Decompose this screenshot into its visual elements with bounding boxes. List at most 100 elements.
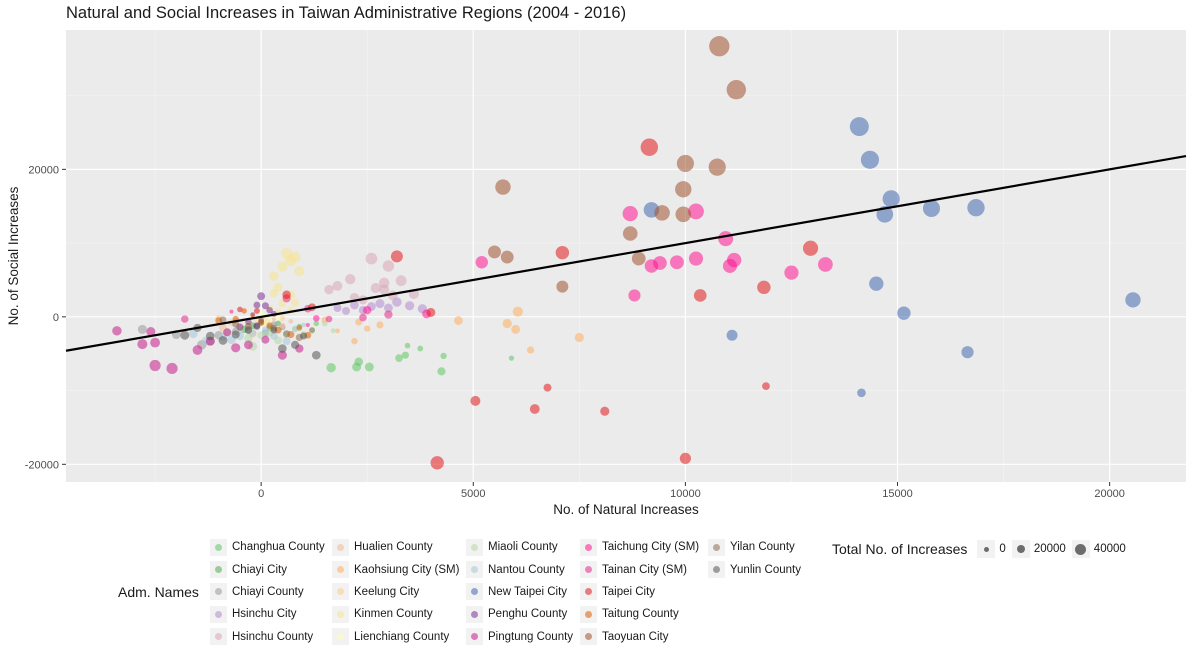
data-point	[897, 306, 911, 320]
data-point	[345, 274, 356, 285]
legend-key	[580, 628, 597, 646]
legend-label: Lienchiang County	[354, 630, 450, 643]
legend-key	[210, 628, 227, 646]
data-point	[622, 205, 638, 222]
data-point	[289, 251, 301, 263]
data-point	[270, 326, 278, 334]
chart-title: Natural and Social Increases in Taiwan A…	[66, 4, 627, 22]
legend-item: Changhua County	[210, 536, 325, 558]
legend-key	[210, 538, 227, 556]
y-axis-label: No. of Social Increases	[6, 186, 21, 325]
data-point	[279, 315, 286, 321]
size-legend-dot	[1016, 545, 1025, 553]
data-point	[363, 306, 372, 315]
data-point	[237, 306, 243, 313]
data-point	[640, 138, 659, 156]
data-point	[395, 354, 403, 362]
legend-key	[466, 538, 483, 556]
data-point	[244, 326, 253, 334]
data-point	[288, 318, 294, 324]
data-point	[269, 289, 279, 298]
data-point	[330, 328, 336, 334]
legend-dot	[337, 566, 344, 574]
legend-dot	[337, 543, 344, 551]
size-legend-items: 0 20000 40000	[977, 540, 1131, 558]
legend-item: Taichung City (SM)	[580, 536, 699, 558]
legend-label: Pingtung County	[488, 630, 574, 643]
data-point	[250, 313, 255, 318]
legend-dot	[215, 610, 222, 618]
data-point	[818, 257, 833, 272]
data-point	[653, 256, 667, 270]
legend-key	[332, 583, 349, 601]
legend-dot	[471, 610, 478, 618]
data-point	[219, 316, 227, 324]
legend-key	[708, 561, 725, 579]
data-point	[437, 367, 446, 376]
legend-dot	[585, 588, 592, 596]
legend-item: Kinmen County	[332, 603, 459, 625]
data-point	[364, 362, 374, 372]
legend-label: Hsinchu City	[232, 608, 297, 621]
data-point	[370, 283, 381, 294]
data-point	[631, 251, 646, 266]
legend-column: Yilan County Yunlin County	[708, 536, 801, 581]
data-point	[654, 205, 670, 221]
data-point	[488, 245, 501, 259]
legend-item: Pingtung County	[466, 626, 573, 648]
data-point	[311, 350, 321, 360]
data-point	[332, 280, 343, 291]
data-point	[395, 275, 407, 287]
legend-key	[332, 628, 349, 646]
legend-key	[332, 605, 349, 623]
data-point	[269, 271, 279, 282]
data-point	[205, 331, 215, 341]
data-point	[383, 303, 393, 313]
data-point	[305, 322, 310, 327]
x-axis-label: No. of Natural Increases	[553, 502, 699, 517]
data-point	[390, 250, 403, 263]
y-tick-label: -20000	[25, 459, 59, 471]
legend-key	[466, 605, 483, 623]
size-legend-item: 0	[977, 540, 1006, 558]
legend-label: Penghu County	[488, 608, 568, 621]
data-point	[112, 326, 122, 336]
legend-item: Miaoli County	[466, 536, 573, 558]
legend-key	[332, 538, 349, 556]
data-point	[757, 280, 771, 295]
data-point	[244, 340, 253, 350]
legend-label: Kinmen County	[354, 608, 433, 621]
data-point	[365, 252, 378, 265]
legend-dot	[471, 566, 478, 574]
data-point	[229, 309, 234, 314]
legend-dot	[585, 543, 592, 551]
data-point	[404, 342, 411, 349]
data-point	[718, 231, 734, 247]
data-point	[149, 359, 161, 372]
data-point	[231, 330, 240, 339]
data-point	[440, 352, 447, 360]
data-point	[359, 313, 367, 322]
legend-key	[332, 561, 349, 579]
data-point	[150, 337, 160, 348]
legend-dot	[337, 588, 344, 596]
data-point	[271, 317, 276, 322]
legend-label: Kaohsiung City (SM)	[354, 563, 460, 576]
legend-label: Yilan County	[730, 541, 795, 554]
data-point	[342, 306, 350, 315]
data-point	[543, 383, 552, 392]
data-point	[967, 199, 985, 217]
legend-key	[210, 605, 227, 623]
legend-label: Miaoli County	[488, 541, 558, 554]
data-point	[146, 327, 156, 337]
data-point	[321, 320, 328, 327]
y-tick-label: 0	[53, 312, 59, 324]
legend-item: Tainan City (SM)	[580, 558, 699, 580]
legend-key	[708, 538, 725, 556]
data-point	[313, 320, 320, 327]
size-legend-label: 0	[999, 543, 1006, 555]
data-point	[500, 250, 514, 264]
legend-dot	[713, 543, 720, 551]
data-point	[556, 280, 569, 293]
legend-dot	[215, 633, 222, 641]
